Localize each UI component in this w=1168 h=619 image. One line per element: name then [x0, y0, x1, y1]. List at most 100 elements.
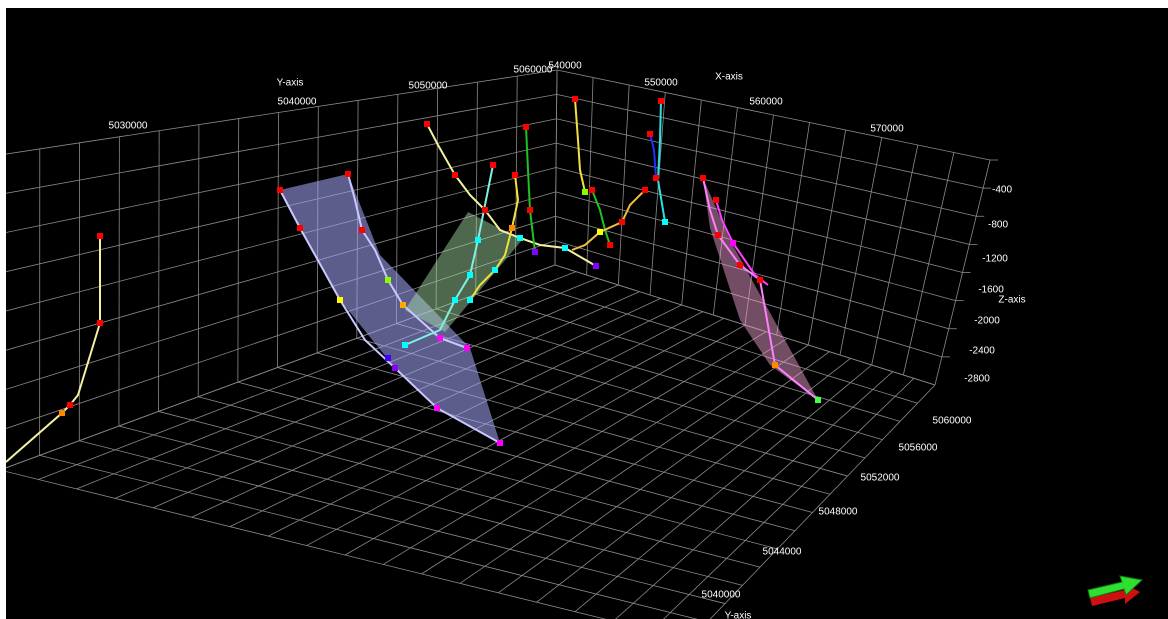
well-marker [509, 225, 515, 231]
arrow [1087, 575, 1144, 599]
grid-line [555, 191, 956, 302]
grid-line [114, 284, 619, 499]
well-marker [572, 96, 578, 102]
tick-label: 5030000 [109, 121, 148, 132]
well-marker [385, 277, 391, 283]
grid-line [556, 69, 991, 161]
well-marker [392, 365, 398, 371]
well-marker [582, 189, 588, 195]
tick-label: 5040000 [702, 590, 741, 601]
tick-label: 5050000 [409, 81, 448, 92]
grid-line [191, 297, 661, 518]
grid-line [383, 331, 767, 565]
grid-line [421, 337, 788, 575]
tick-label: 5040000 [278, 97, 317, 108]
tick-label: 5052000 [861, 473, 900, 484]
tick-label: -800 [988, 220, 1008, 231]
grid-line [574, 364, 872, 612]
tick-label: 5060000 [933, 416, 972, 427]
grid-line [663, 378, 915, 619]
grid-line [709, 384, 936, 619]
well-marker [713, 197, 719, 203]
well-marker [434, 405, 440, 411]
well [525, 126, 536, 253]
grid-line [498, 351, 830, 594]
tick-label: 5060000 [514, 65, 553, 76]
axis-title: Y-axis [725, 611, 752, 619]
well-marker [562, 245, 568, 251]
grid-line [153, 291, 640, 509]
well-marker [589, 187, 595, 193]
axis-title: X-axis [715, 72, 743, 83]
well-marker [593, 263, 599, 269]
grid-line [556, 118, 977, 217]
tick-label: 5056000 [899, 443, 938, 454]
well-marker [715, 232, 721, 238]
tick-label: -2800 [964, 374, 990, 385]
grid-line [38, 271, 577, 480]
well-marker [597, 229, 603, 235]
well-marker [490, 162, 496, 168]
well-marker [653, 175, 659, 181]
axis-title: Y-axis [277, 78, 304, 89]
well-marker [642, 187, 648, 193]
well [426, 123, 597, 267]
well [469, 174, 520, 301]
well [571, 189, 646, 251]
tick-label: -1200 [982, 254, 1008, 265]
well-marker [497, 440, 503, 446]
well-marker [97, 320, 103, 326]
well-marker [385, 355, 391, 361]
well-marker [467, 297, 473, 303]
grid-line [6, 93, 557, 194]
well-marker [658, 98, 664, 104]
tick-label: -2400 [969, 346, 995, 357]
tick-label: 540000 [548, 61, 582, 72]
well-marker [424, 121, 430, 127]
well [656, 100, 666, 223]
tick-label: -1600 [978, 285, 1004, 296]
well-marker [527, 207, 533, 213]
fault-surface [280, 174, 500, 443]
surfaces [280, 174, 818, 443]
grid-line [306, 317, 725, 546]
tick-label: -2000 [974, 316, 1000, 327]
well-marker [737, 262, 743, 268]
grid-line [556, 93, 984, 189]
well-marker [619, 219, 625, 225]
markers [59, 96, 821, 446]
grid-line [6, 215, 556, 390]
well-marker [517, 235, 523, 241]
tick-label: 5048000 [819, 507, 858, 518]
grid-line [555, 167, 963, 273]
well-marker [277, 187, 283, 193]
axis-title: Z-axis [998, 295, 1025, 306]
axis-labels: Y-axis 5030000 5040000 5050000 5060000 X… [109, 61, 1026, 619]
well-marker [662, 219, 668, 225]
orientation-arrow[interactable] [1087, 575, 1144, 606]
well-marker [345, 171, 351, 177]
well-marker [464, 345, 470, 351]
well-marker [467, 272, 473, 278]
well-marker [400, 302, 406, 308]
tick-label: -400 [992, 185, 1012, 196]
well-marker [512, 172, 518, 178]
well-marker [59, 410, 65, 416]
well-marker [402, 342, 408, 348]
tick-label: 5044000 [763, 547, 802, 558]
tick-label: 560000 [749, 97, 783, 108]
well-marker [475, 237, 481, 243]
well-marker [700, 175, 706, 181]
grid-line [6, 69, 558, 155]
well-marker [815, 397, 821, 403]
grid-line [536, 358, 851, 603]
well-marker [607, 242, 613, 248]
well-marker [337, 297, 343, 303]
grid-line [344, 324, 746, 556]
3d-viewport[interactable]: Y-axis 5030000 5040000 5050000 5060000 X… [6, 8, 1168, 619]
well-marker [67, 402, 73, 408]
well-marker [437, 335, 443, 341]
grid-line [6, 191, 556, 351]
well-marker [532, 249, 538, 255]
